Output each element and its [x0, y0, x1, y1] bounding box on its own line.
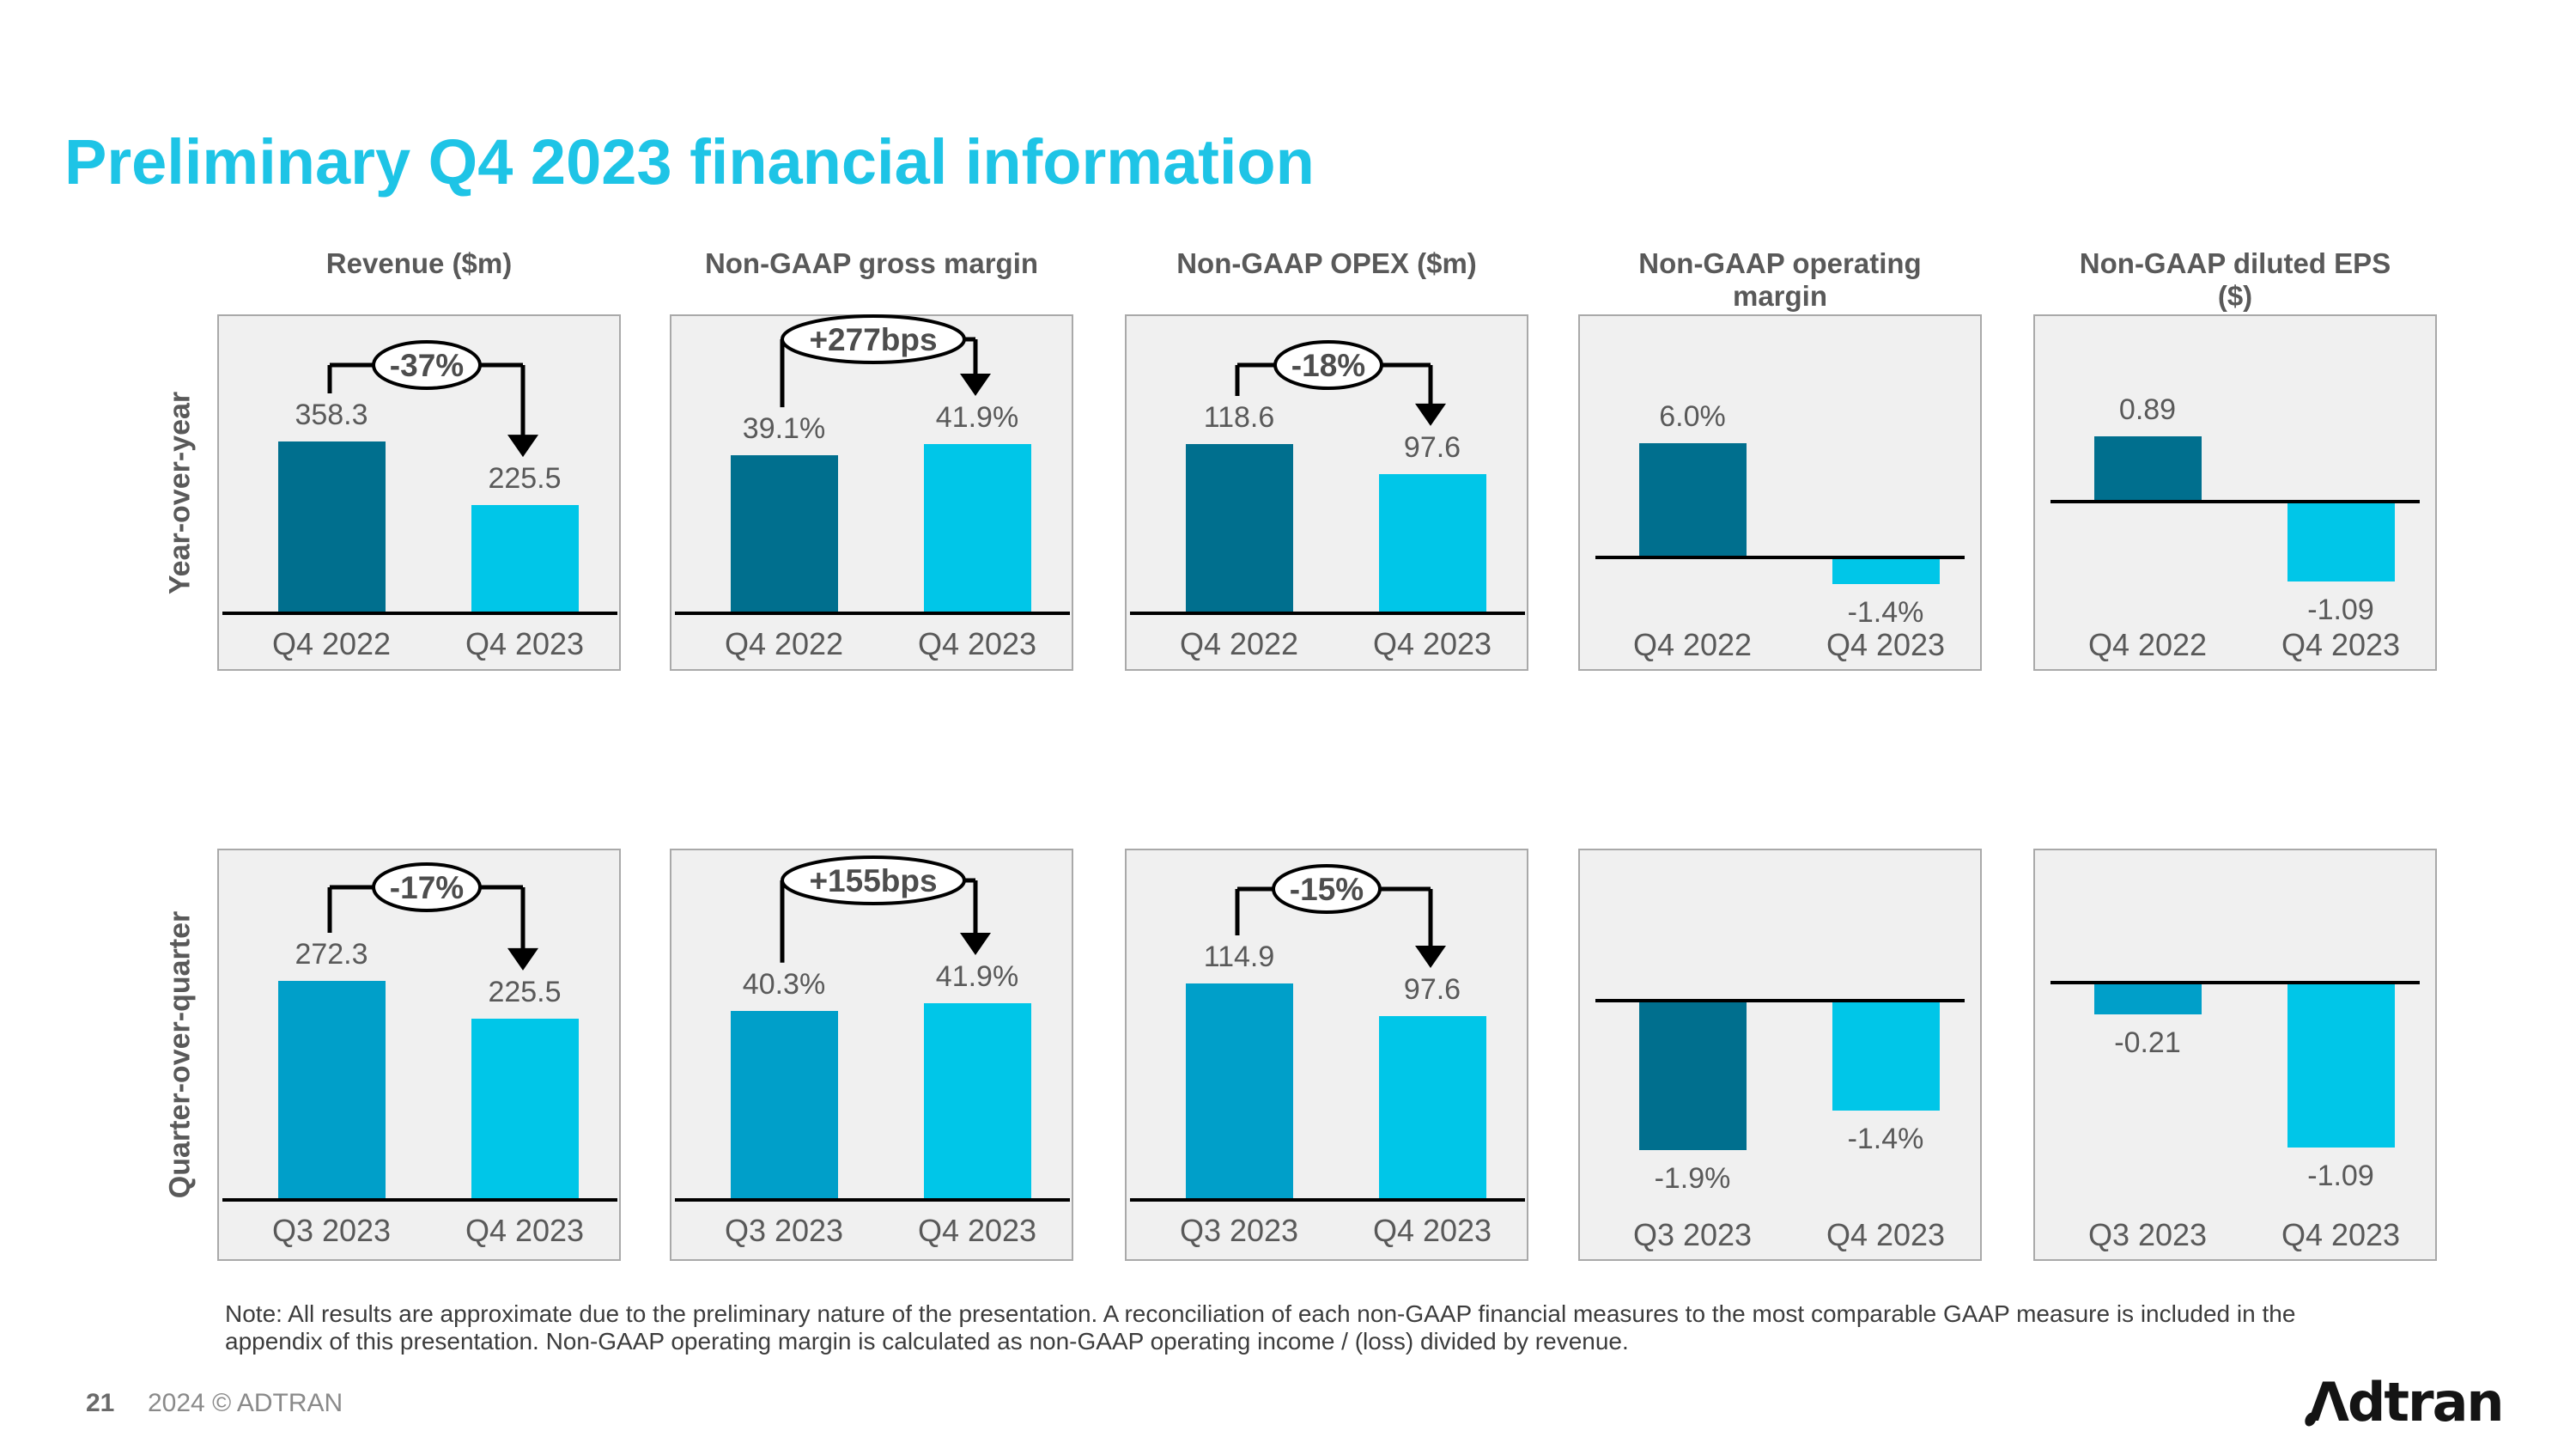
category-label: Q4 2023	[1372, 626, 1492, 661]
bar-q4-2022	[1638, 442, 1747, 557]
bar-q4-2023	[2287, 983, 2395, 1148]
category-label: Q4 2022	[724, 626, 844, 661]
value-label: 97.6	[1403, 972, 1461, 1006]
footnote: Note: All results are approximate due to…	[225, 1300, 2296, 1355]
chart-panel-revenue-qoq: 272.3 Q3 2023 225.5 Q4 2023	[217, 849, 621, 1261]
category-label: Q4 2023	[465, 1213, 585, 1248]
category-label: Q3 2023	[1632, 1217, 1753, 1252]
page-number: 21	[86, 1389, 115, 1417]
category-label: Q3 2023	[724, 1213, 844, 1248]
bar-q3-2023	[1638, 1001, 1747, 1151]
baseline	[675, 612, 1070, 615]
bar-q3-2023	[277, 980, 386, 1200]
chart-panel-opex-yoy: 118.6 Q4 2022 97.6 Q4 2023	[1125, 314, 1528, 671]
chart-column-title: Revenue ($m)	[325, 247, 513, 279]
category-label: Q4 2023	[2281, 1217, 2401, 1252]
chart-column-title: Non-GAAP operating margin	[1638, 247, 1922, 312]
chart-panel-gross-margin-qoq: 40.3% Q3 2023 41.9% Q4 2023	[670, 849, 1073, 1261]
bar-q4-2023	[2287, 502, 2395, 581]
chart-column-title: Non-GAAP gross margin	[704, 247, 1039, 279]
bar-q4-2023	[1378, 473, 1486, 613]
category-label: Q4 2023	[917, 626, 1037, 661]
value-label: 358.3	[295, 398, 368, 431]
category-label: Q4 2023	[1372, 1213, 1492, 1248]
bar-q3-2023	[1185, 983, 1293, 1200]
value-label: 6.0%	[1659, 399, 1726, 433]
adtran-logo: Λdtran	[2302, 1371, 2505, 1434]
category-label: Q4 2023	[2281, 627, 2401, 662]
row-label-qoq: Quarter-over-quarter	[163, 910, 197, 1199]
value-label: 41.9%	[935, 400, 1019, 434]
bar-q4-2023	[1378, 1015, 1486, 1200]
baseline	[222, 1198, 617, 1202]
value-label: 225.5	[488, 462, 562, 496]
logo-text: Λdtran	[2308, 1371, 2505, 1434]
zero-line	[1595, 556, 1965, 559]
category-label: Q4 2023	[917, 1213, 1037, 1248]
category-label: Q3 2023	[1179, 1213, 1299, 1248]
bar-q4-2022	[1185, 444, 1293, 613]
bar-q4-2023	[471, 505, 579, 613]
bar-q4-2023	[923, 443, 1031, 613]
chart-panel-opex-qoq: 114.9 Q3 2023 97.6 Q4 2023	[1125, 849, 1528, 1261]
copyright: 2024 © ADTRAN	[148, 1389, 343, 1417]
category-label: Q4 2022	[1179, 626, 1299, 661]
category-label: Q4 2023	[1826, 1217, 1946, 1252]
chart-panel-operating-margin-qoq: -1.9% Q3 2023 -1.4% Q4 2023	[1578, 849, 1982, 1261]
value-label: -1.4%	[1847, 596, 1924, 630]
value-label: -1.4%	[1847, 1123, 1924, 1156]
value-label: 97.6	[1403, 430, 1461, 464]
chart-column-title: Non-GAAP OPEX ($m)	[1176, 247, 1477, 279]
category-label: Q4 2022	[1632, 627, 1753, 662]
chart-panel-operating-margin-yoy: 6.0% Q4 2022 -1.4% Q4 2023	[1578, 314, 1982, 671]
value-label: 0.89	[2118, 393, 2177, 427]
value-label: 40.3%	[742, 967, 826, 1001]
chart-panel-eps-qoq: -0.21 Q3 2023 -1.09 Q4 2023	[2033, 849, 2437, 1261]
chart-panel-revenue-yoy: 358.3 Q4 2022 225.5 Q4 2023	[217, 314, 621, 671]
chart-panel-gross-margin-yoy: 39.1% Q4 2022 41.9% Q4 2023	[670, 314, 1073, 671]
category-label: Q4 2023	[1826, 627, 1946, 662]
bar-q3-2023	[2093, 983, 2202, 1014]
category-label: Q3 2023	[2087, 1217, 2208, 1252]
value-label: -1.09	[2307, 593, 2374, 626]
value-label: 39.1%	[742, 412, 826, 446]
value-label: -0.21	[2114, 1026, 2181, 1059]
bar-q4-2023	[471, 1018, 579, 1200]
bar-q4-2022	[277, 441, 386, 613]
value-label: 41.9%	[935, 960, 1019, 994]
value-label: 118.6	[1203, 401, 1275, 434]
value-label: -1.9%	[1654, 1162, 1731, 1196]
value-label: 225.5	[488, 975, 562, 1008]
bar-q4-2023	[923, 1003, 1031, 1200]
row-label-yoy: Year-over-year	[163, 391, 197, 594]
chart-column-title: Non-GAAP diluted EPS ($)	[2079, 247, 2391, 312]
category-label: Q4 2022	[271, 626, 392, 661]
bar-q4-2023	[1832, 1001, 1940, 1111]
baseline	[675, 1198, 1070, 1202]
category-label: Q4 2022	[2087, 627, 2208, 662]
zero-line	[2050, 981, 2420, 984]
zero-line	[1595, 999, 1965, 1002]
category-label: Q4 2023	[465, 626, 585, 661]
value-label: 272.3	[295, 937, 368, 971]
bar-q3-2023	[730, 1010, 838, 1200]
baseline	[222, 612, 617, 615]
value-label: -1.09	[2307, 1159, 2374, 1192]
baseline	[1130, 1198, 1525, 1202]
bar-q4-2022	[2093, 436, 2202, 502]
baseline	[1130, 612, 1525, 615]
chart-panel-eps-yoy: 0.89 Q4 2022 -1.09 Q4 2023	[2033, 314, 2437, 671]
bar-q4-2023	[1832, 557, 1940, 585]
value-label: 114.9	[1203, 941, 1275, 974]
category-label: Q3 2023	[271, 1213, 392, 1248]
page-title: Preliminary Q4 2023 financial informatio…	[64, 126, 1315, 198]
bar-q4-2022	[730, 455, 838, 613]
zero-line	[2050, 500, 2420, 503]
